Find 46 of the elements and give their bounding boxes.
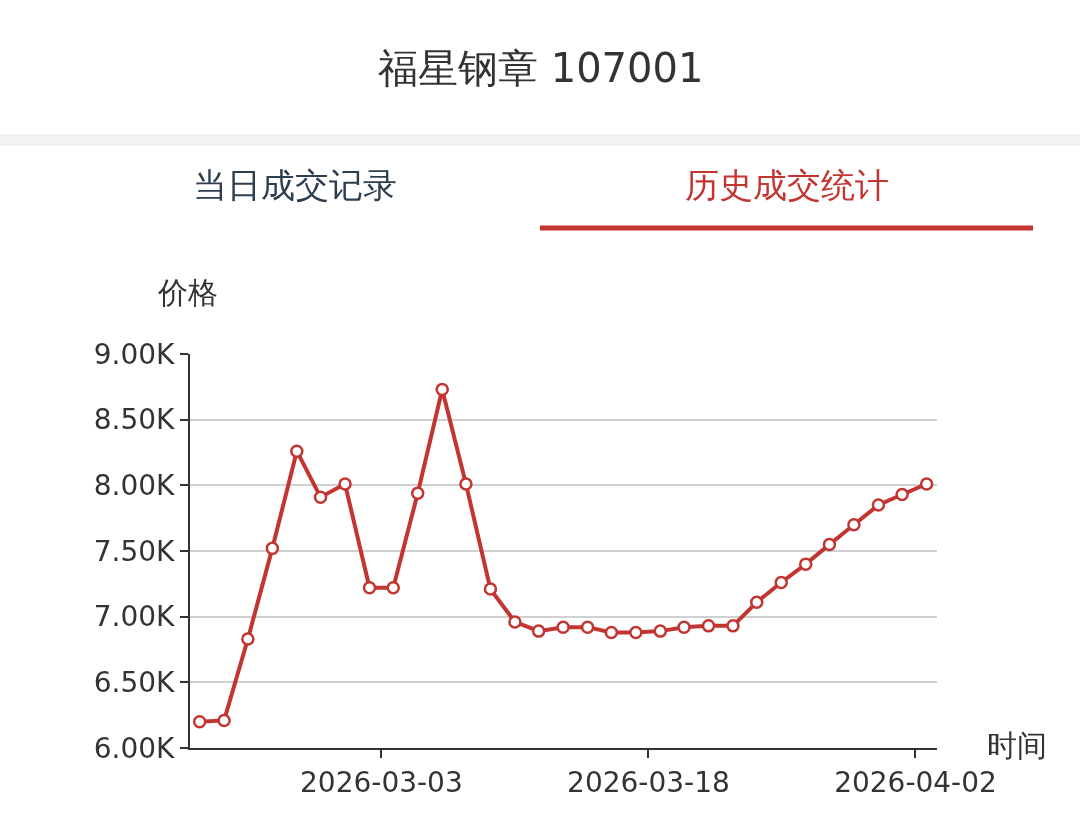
point [508,615,522,629]
x-axis-title: 时间 [987,728,1047,763]
point [338,477,352,491]
x-tick-label: 2026-03-03 [300,765,463,799]
point [435,382,449,397]
point [653,624,668,638]
x-tick-label: 2026-04-02 [834,765,997,799]
point [871,498,886,512]
point [895,487,909,502]
point [629,625,643,640]
point [798,557,813,571]
point [847,517,861,532]
y-axis-title: 价格 [157,275,218,310]
point [362,581,377,595]
point [556,620,570,634]
point [580,620,595,634]
point [726,619,740,633]
point [386,581,401,595]
point [531,624,546,638]
text: 当日成交记录 [193,165,397,205]
point [217,713,231,728]
point [290,444,304,458]
point [822,537,837,552]
y-tick-label: 9.00K [93,337,176,371]
text: 历史成交统计 [685,165,889,205]
point [677,620,691,634]
point [483,582,498,596]
point [701,619,716,633]
point [241,632,255,646]
y-tick-label: 7.00K [93,600,176,634]
chart-title: 福星钢章 107001 [378,45,704,91]
y-tick-label: 8.00K [93,469,176,503]
x-tick-label: 2026-03-18 [567,765,730,799]
point [749,595,764,609]
y-tick-label: 6.50K [93,666,176,700]
point [313,490,328,504]
point [265,541,280,556]
y-tick-label: 8.50K [93,403,176,437]
point [604,625,619,640]
point [410,486,425,500]
y-tick-label: 6.00K [93,731,176,765]
point [774,575,788,590]
point [192,714,207,729]
point [459,477,473,491]
y-tick-label: 7.50K [93,534,176,568]
point [919,477,934,491]
